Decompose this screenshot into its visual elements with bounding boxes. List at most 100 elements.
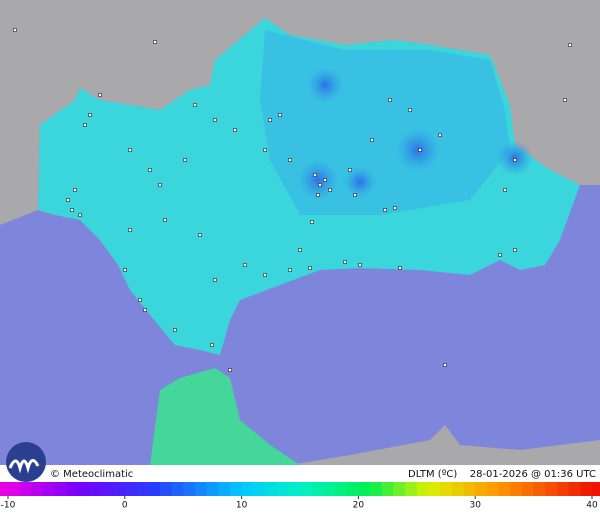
colorbar-cell	[416, 482, 429, 496]
station	[318, 183, 322, 187]
colorbar-cell	[405, 482, 418, 496]
station	[513, 248, 517, 252]
station	[370, 138, 374, 142]
station	[418, 148, 422, 152]
station	[263, 148, 267, 152]
colorbar-cell	[218, 482, 231, 496]
station	[316, 193, 320, 197]
station	[128, 148, 132, 152]
station	[163, 218, 167, 222]
station	[388, 98, 392, 102]
station	[408, 108, 412, 112]
station	[98, 93, 102, 97]
station	[213, 278, 217, 282]
colorbar-cell	[206, 482, 219, 496]
logo	[6, 442, 46, 482]
station	[153, 40, 157, 44]
station	[438, 133, 442, 137]
station	[138, 298, 142, 302]
station	[298, 248, 302, 252]
station	[73, 188, 77, 192]
colorbar-tick-label: 10	[236, 501, 248, 511]
colorbar-cell	[486, 482, 500, 496]
colorbar-left-cap	[0, 482, 8, 496]
colorbar-cell	[101, 482, 114, 496]
colorbar-cell	[229, 482, 243, 496]
station	[173, 328, 177, 332]
station	[308, 266, 312, 270]
colorbar-cell	[533, 482, 546, 496]
station	[213, 118, 217, 122]
station	[358, 263, 362, 267]
colorbar: -10 0 10 20 30 40	[0, 482, 600, 511]
station	[310, 220, 314, 224]
station	[128, 228, 132, 232]
land-north	[0, 0, 600, 225]
colorbar-cell	[463, 482, 476, 496]
station	[228, 368, 232, 372]
station	[498, 253, 502, 257]
station	[268, 118, 272, 122]
colorbar-cell	[381, 482, 394, 496]
colorbar-cell	[335, 482, 348, 496]
colorbar-cell	[451, 482, 465, 496]
colorbar-right-cap	[592, 482, 600, 496]
colorbar-cell	[171, 482, 184, 496]
colorbar-cell	[556, 482, 570, 496]
colorbar-cell	[31, 482, 44, 496]
station	[328, 188, 332, 192]
colorbar-cell	[8, 482, 21, 496]
colorbar-cell	[124, 482, 137, 496]
station	[66, 198, 70, 202]
colorbar-cell	[78, 482, 91, 496]
station	[398, 266, 402, 270]
credit: © Meteoclimatic	[50, 469, 133, 480]
station	[353, 193, 357, 197]
colorbar-tick-label: -10	[1, 501, 16, 511]
colorbar-cell	[264, 482, 278, 496]
station	[443, 363, 447, 367]
colorbar-cell	[43, 482, 56, 496]
station	[210, 343, 214, 347]
morocco	[150, 368, 300, 465]
station	[78, 213, 82, 217]
stations	[13, 28, 572, 372]
station	[243, 263, 247, 267]
colorbar-cell	[253, 482, 266, 496]
station	[193, 103, 197, 107]
colorbar-cell	[288, 482, 301, 496]
station	[198, 233, 202, 237]
colorbar-cell	[510, 482, 523, 496]
cold-spot	[344, 166, 376, 198]
colorbar-cell	[370, 482, 383, 496]
timestamp: 28-01-2026 @ 01:36 UTC	[470, 469, 596, 480]
colorbar-cell	[194, 482, 208, 496]
colorbar-cell	[580, 482, 593, 496]
cold-spot	[396, 128, 440, 172]
colorbar-cell	[148, 482, 161, 496]
station	[158, 183, 162, 187]
station	[83, 123, 87, 127]
station	[503, 188, 507, 192]
colorbar-cell	[440, 482, 453, 496]
colorbar-cell	[241, 482, 254, 496]
station	[233, 128, 237, 132]
colorbar-cell	[323, 482, 336, 496]
colorbar-cell	[113, 482, 126, 496]
station	[323, 178, 327, 182]
colorbar-tick-label: 30	[469, 501, 481, 511]
station	[148, 168, 152, 172]
station	[288, 268, 292, 272]
station	[263, 273, 267, 277]
colorbar-cell	[159, 482, 173, 496]
colorbar-tick-label: 0	[122, 501, 128, 511]
station	[288, 158, 292, 162]
station	[568, 43, 572, 47]
station	[183, 158, 187, 162]
colorbar-cell	[358, 482, 371, 496]
colorbar-cell	[311, 482, 324, 496]
colorbar-cell	[346, 482, 359, 496]
station	[343, 260, 347, 264]
colorbar-cell	[568, 482, 581, 496]
colorbar-cell	[521, 482, 535, 496]
